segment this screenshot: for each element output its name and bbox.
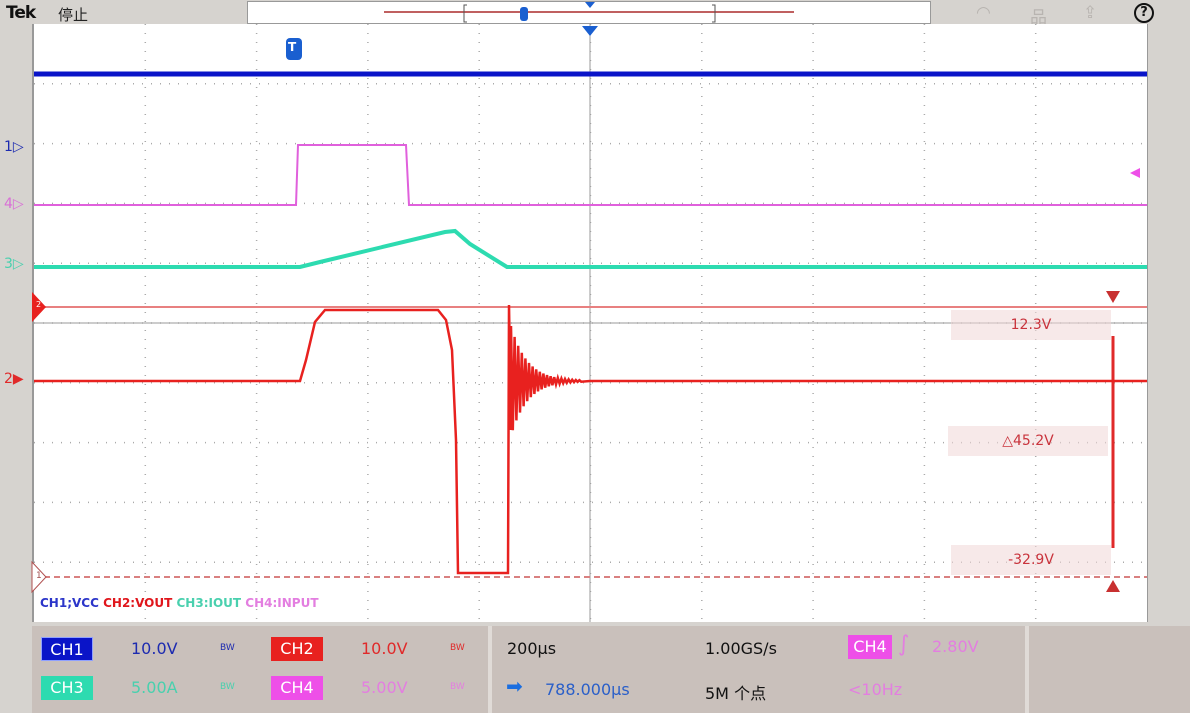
ch2-scale[interactable]: 10.0V xyxy=(361,639,408,658)
ch2-position-marker[interactable]: 2▶ xyxy=(4,371,24,387)
wifi-icon[interactable]: ◠ xyxy=(976,3,991,23)
cursor-upper-readout: 12.3V xyxy=(951,310,1111,340)
trigger-source-badge[interactable]: CH4 xyxy=(848,635,892,659)
ch1-bandwidth-icon: BW xyxy=(220,643,235,653)
ch2-bandwidth-icon: BW xyxy=(450,643,465,653)
divider xyxy=(488,626,492,713)
trigger-marker-icon xyxy=(286,38,302,60)
ch3-waveform xyxy=(34,228,1147,269)
record-length[interactable]: 5M 个点 xyxy=(705,684,767,703)
ch4-waveform xyxy=(34,144,1147,206)
ch3-bandwidth-icon: BW xyxy=(220,682,235,692)
trigger-frequency: <10Hz xyxy=(848,680,903,699)
ch1-scale[interactable]: 10.0V xyxy=(131,639,178,658)
cursor-delta-readout: △45.2V xyxy=(948,426,1108,456)
trigger-level-marker xyxy=(1130,168,1140,178)
ch4-position-marker[interactable]: 4▷ xyxy=(4,196,24,212)
ch2-marker-label: 2 xyxy=(4,371,13,387)
horizontal-position-arrow-icon: ➡ xyxy=(506,674,523,698)
cursor-a-marker xyxy=(32,292,46,322)
cursor-bottom-arrow-icon xyxy=(1106,580,1120,592)
cursor-a-marker-label: 2 xyxy=(36,300,42,309)
cursor-b-marker-label: 1 xyxy=(36,571,42,581)
legend-ch3: CH3:IOUT xyxy=(176,596,242,610)
divider xyxy=(1025,626,1029,713)
acquisition-state[interactable]: 停止 xyxy=(58,6,89,24)
help-icon[interactable]: ? xyxy=(1134,3,1154,23)
ch1-position-marker[interactable]: 1▷ xyxy=(4,139,24,155)
cursor-lower-readout: -32.9V xyxy=(951,545,1111,575)
cursor-b-marker xyxy=(31,560,47,594)
legend-ch4: CH4:INPUT xyxy=(245,596,319,610)
ch2-waveform xyxy=(34,304,1147,575)
legend-ch2: CH2:VOUT xyxy=(103,596,173,610)
legend-ch1: CH1;VCC xyxy=(40,596,99,610)
horizontal-position[interactable]: 788.000µs xyxy=(545,680,630,699)
ch2-badge[interactable]: CH2 xyxy=(271,637,323,661)
ch4-badge[interactable]: CH4 xyxy=(271,676,323,700)
trigger-position-label: T xyxy=(288,40,297,54)
ch1-badge[interactable]: CH1 xyxy=(41,637,93,661)
trigger-position-marker xyxy=(582,26,598,36)
ch4-scale[interactable]: 5.00V xyxy=(361,678,408,697)
settings-panel xyxy=(32,626,1190,713)
ch4-bandwidth-icon: BW xyxy=(450,682,465,692)
ch4-marker-label: 4 xyxy=(4,196,13,212)
cursor-top-arrow-icon xyxy=(1106,291,1120,303)
ch3-position-marker[interactable]: 3▷ xyxy=(4,256,24,272)
trigger-level[interactable]: 2.80V xyxy=(932,637,979,656)
timebase-scale[interactable]: 200µs xyxy=(507,639,557,658)
ch1-marker-label: 1 xyxy=(4,139,13,155)
sample-rate[interactable]: 1.00GS/s xyxy=(705,639,777,658)
ch3-badge[interactable]: CH3 xyxy=(41,676,93,700)
tek-logo: Tek xyxy=(6,3,36,23)
export-icon[interactable]: ⇪ xyxy=(1083,3,1098,23)
ch3-marker-label: 3 xyxy=(4,256,13,272)
waveform-overview[interactable] xyxy=(247,1,931,24)
channel-legend: CH1;VCC CH2:VOUT CH3:IOUT CH4:INPUT xyxy=(40,596,319,610)
rising-edge-icon: ∫ xyxy=(898,632,910,657)
ch3-scale[interactable]: 5.00A xyxy=(131,678,178,697)
network-icon[interactable]: 品 xyxy=(1030,8,1047,28)
